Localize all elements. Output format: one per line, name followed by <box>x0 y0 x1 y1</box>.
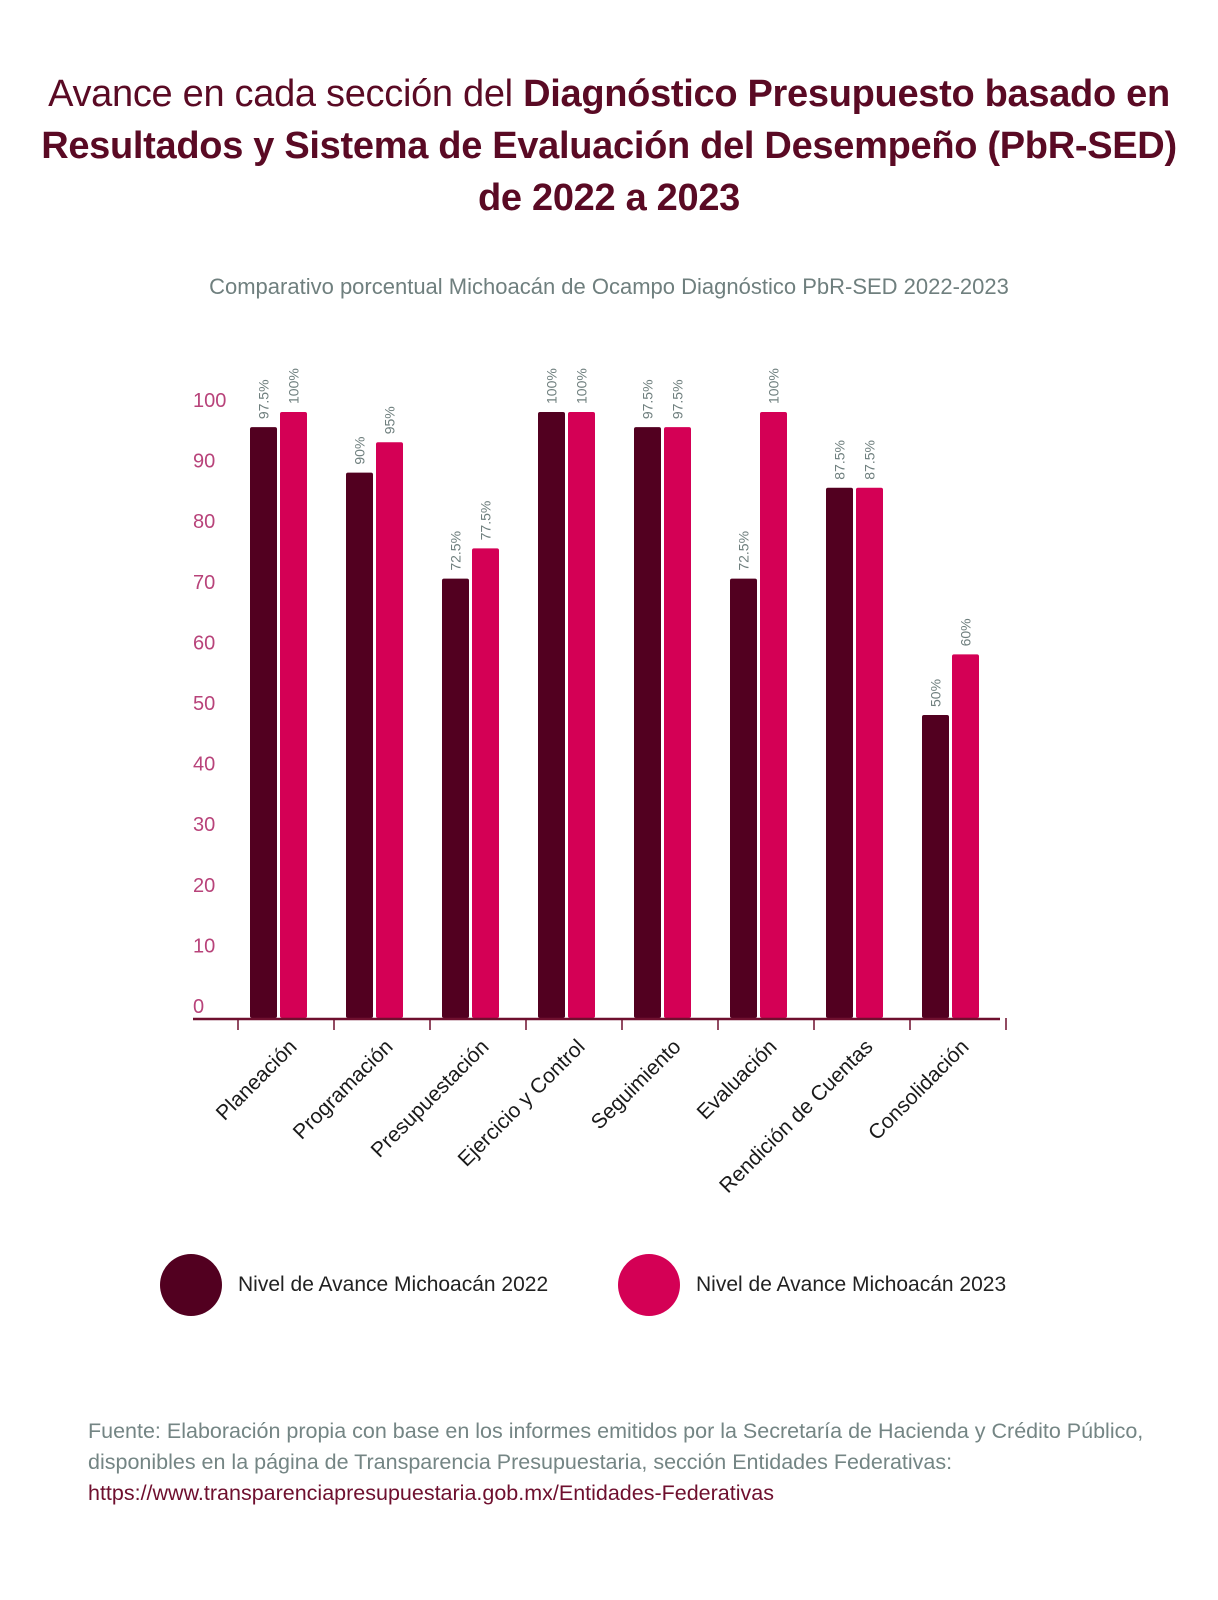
data-label: 87.5% <box>862 440 878 480</box>
x-tick-label: Rendición de Cuentas <box>715 1035 877 1197</box>
data-label: 60% <box>958 618 974 646</box>
data-label: 72.5% <box>736 531 752 571</box>
y-tick-label: 0 <box>193 996 204 1018</box>
bar-2022 <box>538 412 565 1018</box>
x-tick-label: Planeación <box>212 1035 302 1125</box>
legend-label-2022: Nivel de Avance Michoacán 2022 <box>238 1273 549 1296</box>
data-label: 95% <box>382 406 398 434</box>
y-tick-label: 100 <box>193 390 226 412</box>
x-tick-label: Programación <box>289 1035 398 1144</box>
legend-item-2023: Nivel de Avance Michoacán 2023 <box>618 1254 1006 1316</box>
bar-2023 <box>376 442 403 1018</box>
data-label: 97.5% <box>640 379 656 419</box>
bar-2023 <box>472 548 499 1018</box>
data-label: 50% <box>928 679 944 707</box>
bar-2022 <box>442 578 469 1018</box>
data-label: 90% <box>352 437 368 465</box>
y-tick-label: 70 <box>193 572 215 594</box>
source-link[interactable]: https://www.transparenciapresupuestaria.… <box>88 1481 774 1505</box>
bar-2022 <box>730 578 757 1018</box>
legend-swatch-2022 <box>160 1254 222 1316</box>
bar-2023 <box>280 412 307 1018</box>
bar-2023 <box>568 412 595 1018</box>
bar-2023 <box>664 427 691 1018</box>
chart-title: Avance en cada sección del Diagnóstico P… <box>40 68 1178 224</box>
x-axis-labels: PlaneaciónProgramaciónPresupuestaciónEje… <box>212 1035 974 1197</box>
x-tick-label: Seguimiento <box>587 1035 686 1134</box>
bar-2023 <box>952 654 979 1018</box>
chart-subtitle: Comparativo porcentual Michoacán de Ocam… <box>209 274 1009 299</box>
legend-swatch-2023 <box>618 1254 680 1316</box>
data-label: 97.5% <box>670 379 686 419</box>
y-tick-label: 60 <box>193 632 215 654</box>
legend-label-2023: Nivel de Avance Michoacán 2023 <box>696 1273 1007 1296</box>
bar-chart: 0 10 20 30 40 50 60 70 80 90 100 97.5% 100% 90% 95% 72… <box>193 368 1007 1198</box>
data-label: 100% <box>286 368 302 404</box>
x-tick-label: Evaluación <box>693 1035 782 1124</box>
data-label: 97.5% <box>256 379 272 419</box>
bar-2023 <box>760 412 787 1018</box>
data-label: 100% <box>766 368 782 404</box>
bar-2022 <box>634 427 661 1018</box>
y-axis-ticks: 0 10 20 30 40 50 60 70 80 90 100 <box>193 390 226 1018</box>
source-text: Fuente: Elaboración propia con base en l… <box>88 1419 1144 1474</box>
bar-2022 <box>826 487 853 1018</box>
source-note: Fuente: Elaboración propia con base en l… <box>88 1416 1148 1509</box>
x-axis <box>193 1017 1007 1030</box>
y-tick-label: 10 <box>193 935 215 957</box>
data-label: 87.5% <box>832 440 848 480</box>
title-bold-part: Diagnóstico Presupuesto basado en Result… <box>41 73 1177 219</box>
y-tick-label: 50 <box>193 693 215 715</box>
bar-2022 <box>922 715 949 1018</box>
y-tick-label: 80 <box>193 511 215 533</box>
x-tick-label: Consolidación <box>864 1035 974 1145</box>
title-light-part: Avance en cada sección del <box>48 73 524 115</box>
bar-2022 <box>346 472 373 1019</box>
data-labels: 97.5% 100% 90% 95% 72.5% 77.5% 100% 100% 97.5% 97… <box>256 368 974 707</box>
bar-2023 <box>856 487 883 1018</box>
data-label: 77.5% <box>478 501 494 541</box>
data-label: 72.5% <box>448 531 464 571</box>
y-tick-label: 20 <box>193 875 215 897</box>
legend-item-2022: Nivel de Avance Michoacán 2022 <box>160 1254 548 1316</box>
y-tick-label: 90 <box>193 451 215 473</box>
y-tick-label: 40 <box>193 754 215 776</box>
bars <box>250 412 979 1019</box>
y-tick-label: 30 <box>193 814 215 836</box>
data-label: 100% <box>544 368 560 404</box>
bar-2022 <box>250 427 277 1018</box>
data-label: 100% <box>574 368 590 404</box>
